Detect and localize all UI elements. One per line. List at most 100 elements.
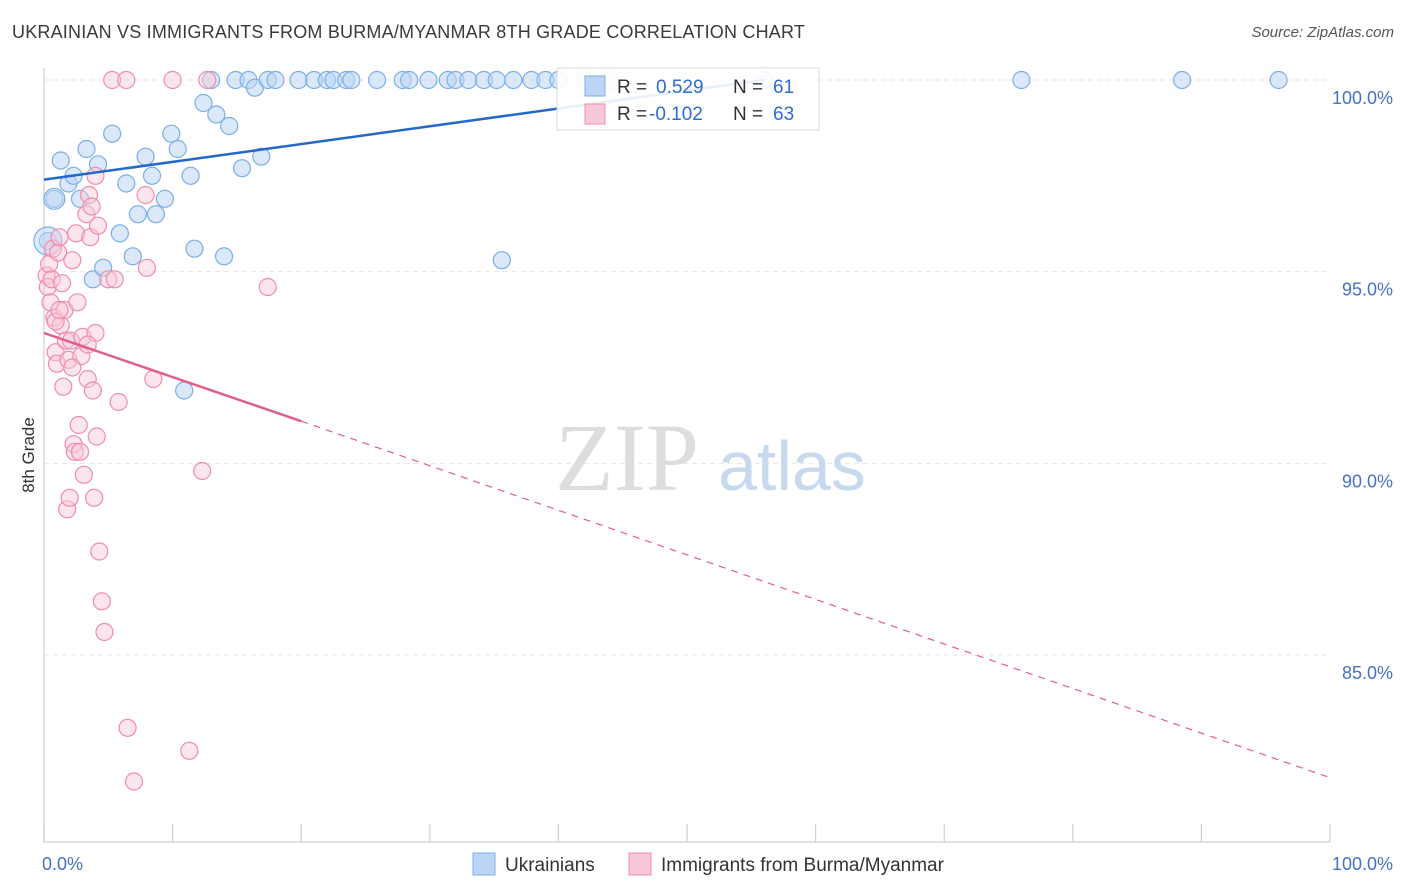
point-burma-37 [87, 427, 106, 446]
point-ukrainians-19 [162, 124, 181, 143]
point-ukrainians-51 [492, 251, 511, 270]
point-ukrainians-28 [220, 116, 239, 136]
point-ukrainians-6 [77, 139, 96, 159]
legend-swatch-burma [628, 852, 652, 876]
point-ukrainians-15 [136, 147, 155, 166]
point-ukrainians-21 [175, 381, 194, 400]
point-ukrainians-52 [504, 70, 523, 90]
point-burma-12 [54, 377, 73, 396]
y-tick-label-2: 90.0% [1342, 471, 1393, 491]
point-ukrainians-14 [128, 205, 147, 224]
watermark-zip: ZIP [555, 404, 699, 511]
point-ukrainians-33 [252, 147, 271, 166]
correlation-legend: R = 0.529 N = 61 R = -0.102 N = 63 [556, 67, 820, 131]
point-burma-35 [85, 488, 104, 507]
point-ukrainians-medium [43, 187, 66, 210]
point-burma-39 [90, 542, 109, 561]
point-burma-62 [50, 300, 69, 320]
point-ukrainians-8 [83, 270, 102, 289]
point-ukrainians-12 [117, 174, 136, 193]
legend-swatch-blue [584, 75, 606, 97]
legend-n-value-2: 63 [773, 104, 794, 125]
point-burma-25 [70, 442, 90, 461]
trend-line-burma [43, 331, 302, 423]
point-burma-51 [137, 258, 156, 277]
x-tick-label-max: 100.0% [1332, 854, 1393, 874]
point-ukrainians-41 [342, 70, 361, 90]
legend-r-label-1: R = [617, 77, 647, 98]
point-burma-54 [180, 741, 199, 760]
point-ukrainians-22 [181, 166, 200, 185]
series-ukrainians-points [33, 70, 1288, 400]
point-ukrainians-9 [94, 258, 113, 277]
legend-label-ukrainians: Ukrainians [505, 855, 595, 876]
point-ukrainians-36 [289, 70, 308, 90]
legend-n-label-2: N = [733, 104, 763, 125]
point-ukrainians-26 [207, 105, 226, 124]
point-burma-34 [83, 381, 102, 400]
y-tick-label-0: 100.0% [1332, 88, 1393, 108]
point-burma-43 [99, 270, 118, 289]
point-ukrainians-13 [123, 247, 142, 266]
point-burma-53 [163, 70, 182, 90]
point-ukrainians-60 [1173, 70, 1192, 90]
point-burma-49 [124, 772, 144, 791]
point-ukrainians-11 [110, 224, 129, 243]
point-ukrainians-17 [146, 205, 165, 224]
point-ukrainians-50 [487, 70, 506, 90]
point-burma-17 [60, 488, 79, 507]
point-burma-30 [78, 369, 97, 389]
point-ukrainians-24 [194, 93, 213, 113]
point-burma-19 [63, 251, 82, 270]
chart-title: UKRAINIAN VS IMMIGRANTS FROM BURMA/MYANM… [12, 22, 806, 42]
point-burma-33 [82, 197, 101, 216]
series-legend: Ukrainians Immigrants from Burma/Myanmar [472, 852, 945, 876]
point-ukrainians-42 [367, 70, 387, 90]
point-burma-46 [109, 392, 128, 412]
point-burma-47 [117, 70, 136, 90]
point-ukrainians-35 [266, 70, 285, 90]
point-burma-28 [74, 465, 93, 484]
legend-n-label-1: N = [733, 77, 763, 98]
point-ukrainians-27 [214, 247, 234, 266]
point-burma-38 [88, 216, 108, 235]
point-ukrainians-2 [51, 151, 70, 170]
point-ukrainians-10 [103, 124, 122, 143]
point-burma-60 [63, 358, 82, 377]
legend-label-burma: Immigrants from Burma/Myanmar [661, 855, 945, 876]
y-axis-title: 8th Grade [19, 417, 38, 493]
point-ukrainians-20 [168, 139, 187, 159]
legend-swatch-pink [584, 103, 606, 125]
point-ukrainians-59 [1012, 70, 1031, 90]
point-burma-42 [86, 166, 105, 185]
point-burma-10 [50, 228, 69, 247]
point-ukrainians-30 [232, 159, 252, 178]
point-ukrainians-45 [419, 70, 438, 90]
point-ukrainians-18 [155, 189, 174, 208]
point-burma-61 [46, 312, 65, 331]
point-ukrainians-61 [1269, 70, 1288, 90]
legend-r-value-2: -0.102 [649, 104, 703, 125]
point-burma-15 [58, 500, 77, 519]
legend-n-value-1: 61 [773, 77, 794, 98]
source-label: Source: ZipAtlas.com [1251, 24, 1394, 41]
point-burma-21 [65, 442, 84, 461]
point-ukrainians-16 [142, 166, 162, 185]
point-ukrainians-23 [185, 239, 204, 258]
point-burma-57 [258, 277, 277, 297]
point-burma-9 [49, 243, 68, 262]
point-ukrainians-44 [400, 70, 419, 90]
point-burma-24 [69, 415, 88, 435]
point-burma-4 [42, 270, 61, 289]
point-ukrainians-48 [459, 70, 478, 90]
point-burma-45 [105, 270, 124, 289]
x-tick-label-min: 0.0% [42, 854, 83, 874]
point-ukrainians-25 [202, 70, 221, 90]
point-burma-40 [92, 592, 111, 611]
legend-r-label-2: R = [617, 104, 647, 125]
x-ticks [43, 824, 1331, 842]
point-burma-44 [103, 70, 122, 90]
point-burma-31 [79, 185, 99, 205]
point-burma-23 [68, 293, 87, 312]
